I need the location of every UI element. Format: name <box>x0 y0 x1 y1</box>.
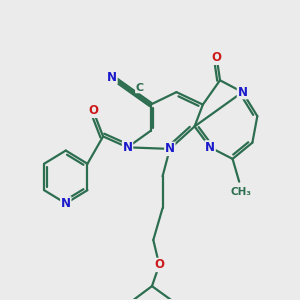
Text: O: O <box>88 104 98 117</box>
Text: C: C <box>136 82 144 93</box>
Text: N: N <box>165 142 175 155</box>
Text: N: N <box>238 85 248 99</box>
Text: CH₃: CH₃ <box>230 187 251 196</box>
Text: N: N <box>122 141 133 154</box>
Text: N: N <box>107 71 117 84</box>
Text: O: O <box>212 51 222 64</box>
Text: N: N <box>61 197 71 210</box>
Text: N: N <box>205 141 215 154</box>
Text: O: O <box>154 258 164 272</box>
